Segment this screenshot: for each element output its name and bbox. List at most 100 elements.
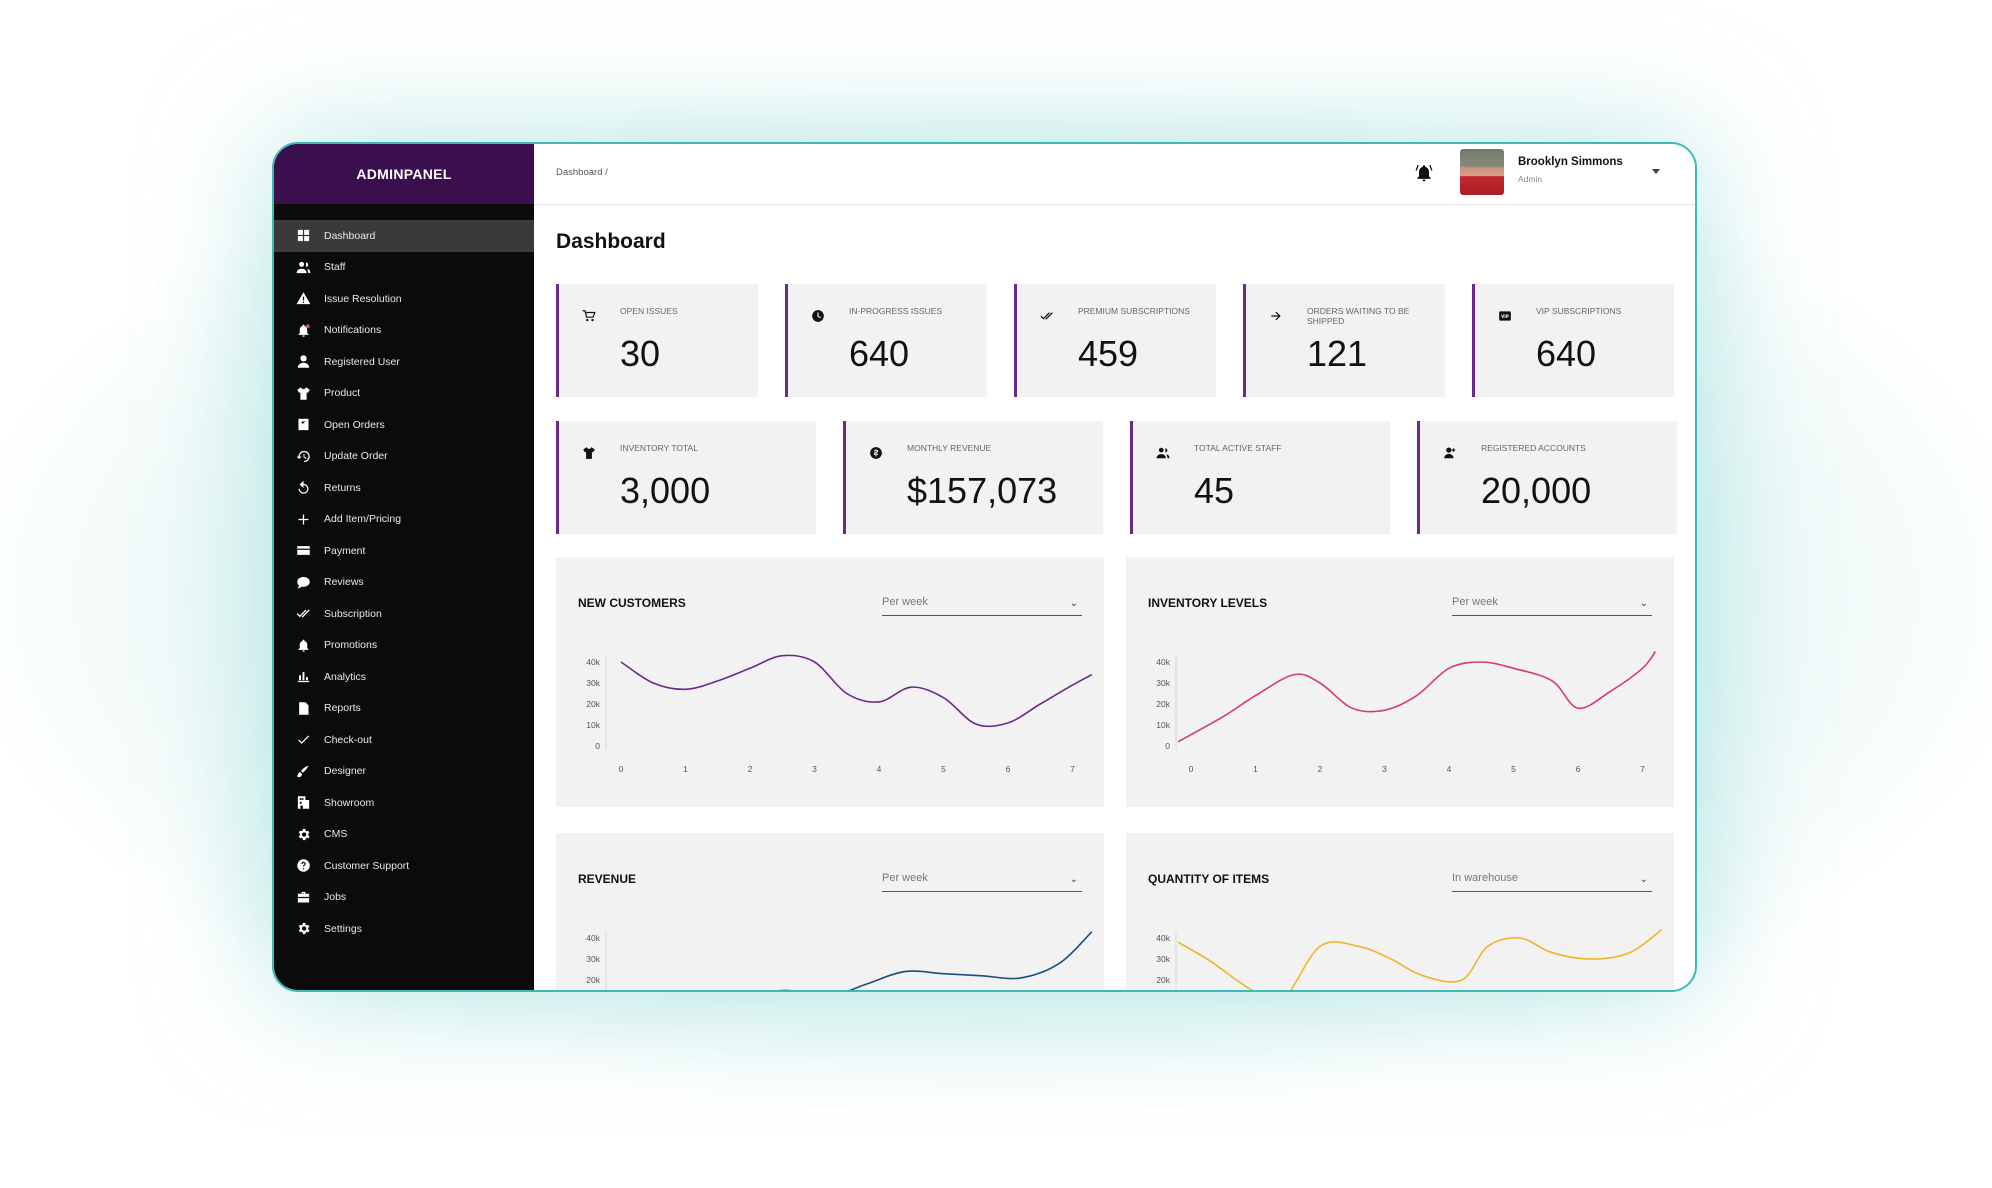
y-tick-label: 20k — [1156, 975, 1170, 985]
chart-card-inventory-levels: INVENTORY LEVELS Per week ⌄ 40k 30k 20k 10k 0 0 1… — [1126, 557, 1674, 807]
stat-label: ORDERS WAITING TO BE SHIPPED — [1307, 306, 1410, 326]
stat-card-monthly-revenue[interactable]: MONTHLY REVENUE $157,073 — [843, 421, 1103, 534]
sidebar-item-staff[interactable]: Staff — [274, 252, 534, 284]
stat-card-orders-waiting-to-be-shipped[interactable]: ORDERS WAITING TO BE SHIPPED 121 — [1243, 284, 1445, 397]
period-select[interactable]: Per week ⌄ — [1452, 596, 1652, 616]
dashboard-icon — [294, 227, 312, 245]
period-select-value: Per week — [882, 872, 928, 884]
sidebar-item-customer-support[interactable]: Customer Support — [274, 850, 534, 882]
sidebar-item-label: Reviews — [324, 576, 364, 589]
stat-value: 640 — [849, 333, 910, 374]
chevron-down-icon[interactable] — [1652, 169, 1660, 174]
chevron-down-icon: ⌄ — [1069, 598, 1078, 609]
orders-icon — [294, 416, 312, 434]
bell-alert-icon — [294, 636, 312, 654]
sidebar-item-label: Add Item/Pricing — [324, 513, 402, 526]
stat-card-premium-subscriptions[interactable]: PREMIUM SUBSCRIPTIONS 459 — [1014, 284, 1216, 397]
svg-text:VIP: VIP — [1501, 314, 1509, 319]
sidebar-item-notifications[interactable]: Notifications — [274, 315, 534, 347]
sidebar-item-label: Subscription — [324, 607, 382, 620]
y-tick-label: 40k — [586, 933, 600, 943]
notification-bell-icon[interactable] — [1414, 162, 1434, 184]
stat-label: TOTAL ACTIVE STAFF — [1194, 443, 1282, 453]
sidebar-item-subscription[interactable]: Subscription — [274, 598, 534, 630]
line-chart: 40k 30k 20k — [586, 931, 1093, 990]
x-tick-label: 4 — [877, 764, 882, 774]
period-select[interactable]: In warehouse ⌄ — [1452, 872, 1652, 892]
y-tick-label: 20k — [1156, 699, 1170, 709]
brush-icon — [294, 762, 312, 780]
y-tick-label: 0 — [1165, 741, 1170, 751]
sidebar-item-product[interactable]: Product — [274, 378, 534, 410]
sidebar-item-analytics[interactable]: Analytics — [274, 661, 534, 693]
stat-label: INVENTORY TOTAL — [620, 443, 698, 453]
stat-card-registered-accounts[interactable]: REGISTERED ACCOUNTS 20,000 — [1417, 421, 1677, 534]
stat-value: 45 — [1194, 470, 1235, 511]
y-tick-label: 30k — [586, 678, 600, 688]
stat-card-total-active-staff[interactable]: TOTAL ACTIVE STAFF 45 — [1130, 421, 1390, 534]
period-select[interactable]: Per week ⌄ — [882, 596, 1082, 616]
sidebar-item-update-order[interactable]: Update Order — [274, 441, 534, 473]
chart-card-quantity-of-items: QUANTITY OF ITEMS In warehouse ⌄ 40k 30k 20k — [1126, 833, 1674, 990]
sidebar-item-designer[interactable]: Designer — [274, 756, 534, 788]
sidebar-item-label: Staff — [324, 261, 346, 274]
chart-title: INVENTORY LEVELS — [1148, 596, 1268, 610]
bell-icon — [294, 321, 312, 339]
brand-logo[interactable]: ADMINPANEL — [274, 144, 534, 204]
x-tick-label: 1 — [1253, 764, 1258, 774]
top-bar: Dashboard / Brooklyn Simmons Admin — [534, 144, 1695, 205]
user-name[interactable]: Brooklyn Simmons — [1518, 156, 1623, 168]
stat-card-open-issues[interactable]: OPEN ISSUES 30 — [556, 284, 758, 397]
y-tick-label: 0 — [595, 741, 600, 751]
sidebar-item-jobs[interactable]: Jobs — [274, 882, 534, 914]
tshirt-icon — [294, 384, 312, 402]
sidebar-item-settings[interactable]: Settings — [274, 913, 534, 945]
sidebar-item-label: Notifications — [324, 324, 382, 337]
sidebar-item-issue-resolution[interactable]: Issue Resolution — [274, 283, 534, 315]
sidebar-item-label: Jobs — [324, 891, 347, 904]
breadcrumb[interactable]: Dashboard / — [556, 167, 608, 178]
avatar[interactable] — [1460, 149, 1504, 195]
chart-title: QUANTITY OF ITEMS — [1148, 872, 1270, 886]
y-tick-label: 20k — [586, 975, 600, 985]
sidebar-item-label: Returns — [324, 481, 361, 494]
stat-card-inventory-total[interactable]: INVENTORY TOTAL 3,000 — [556, 421, 816, 534]
x-tick-label: 6 — [1576, 764, 1581, 774]
sidebar-item-registered-user[interactable]: Registered User — [274, 346, 534, 378]
sidebar-item-promotions[interactable]: Promotions — [274, 630, 534, 662]
history-icon — [294, 447, 312, 465]
y-tick-label: 10k — [1156, 720, 1170, 730]
sidebar-item-label: Check-out — [324, 733, 372, 746]
sidebar-item-dashboard[interactable]: Dashboard — [274, 220, 534, 252]
sidebar-item-reports[interactable]: Reports — [274, 693, 534, 725]
clock-icon — [810, 308, 826, 324]
period-select[interactable]: Per week ⌄ — [882, 872, 1082, 892]
sidebar-item-check-out[interactable]: Check-out — [274, 724, 534, 756]
sidebar-item-label: Issue Resolution — [324, 292, 402, 305]
x-tick-label: 4 — [1447, 764, 1452, 774]
x-tick-label: 1 — [683, 764, 688, 774]
stat-label: REGISTERED ACCOUNTS — [1481, 443, 1586, 453]
double-check-icon — [1039, 308, 1055, 324]
x-tick-label: 2 — [1318, 764, 1323, 774]
sidebar-item-showroom[interactable]: Showroom — [274, 787, 534, 819]
sidebar-item-cms[interactable]: CMS — [274, 819, 534, 851]
x-tick-label: 7 — [1640, 764, 1645, 774]
x-tick-label: 6 — [1006, 764, 1011, 774]
sidebar-item-add-item-pricing[interactable]: Add Item/Pricing — [274, 504, 534, 536]
arrow-right-icon — [1268, 308, 1284, 324]
sidebar-item-reviews[interactable]: Reviews — [274, 567, 534, 599]
sidebar-item-payment[interactable]: Payment — [274, 535, 534, 567]
sidebar-item-label: Dashboard — [324, 229, 376, 242]
stat-card-vip-subscriptions[interactable]: VIP VIP SUBSCRIPTIONS 640 — [1472, 284, 1674, 397]
sidebar-item-returns[interactable]: Returns — [274, 472, 534, 504]
y-tick-label: 30k — [586, 954, 600, 964]
line-chart: 40k 30k 20k 10k 0 0 1 2 3 4 5 6 7 — [586, 654, 1093, 774]
sidebar-item-open-orders[interactable]: Open Orders — [274, 409, 534, 441]
line-chart: 40k 30k 20k — [1156, 928, 1663, 990]
sidebar-item-label: Payment — [324, 544, 366, 557]
chevron-down-icon: ⌄ — [1639, 874, 1648, 885]
sidebar-item-label: Update Order — [324, 450, 388, 463]
stat-card-in-progress-issues[interactable]: IN-PROGRESS ISSUES 640 — [785, 284, 987, 397]
user-icon — [294, 353, 312, 371]
